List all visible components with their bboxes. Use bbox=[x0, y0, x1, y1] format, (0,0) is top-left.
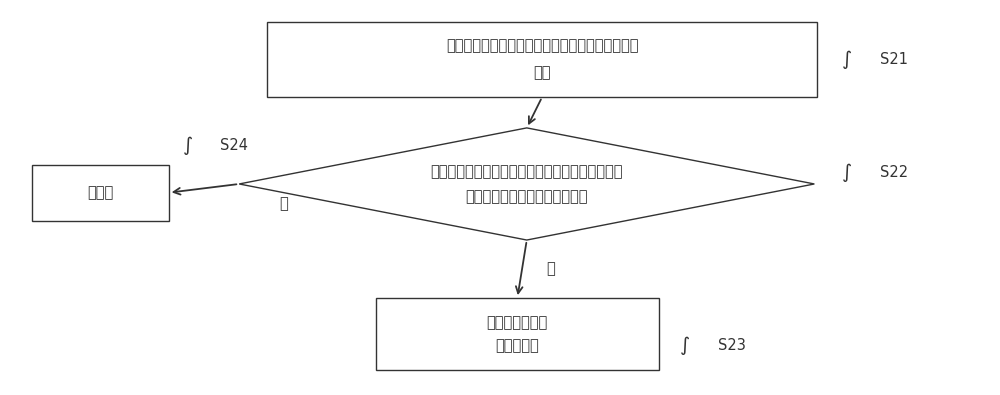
Text: ∫: ∫ bbox=[842, 163, 852, 182]
Bar bbox=[376, 298, 659, 370]
Text: 确定所述滤网达: 确定所述滤网达 bbox=[487, 315, 548, 330]
Text: 否: 否 bbox=[279, 196, 288, 211]
Bar bbox=[32, 165, 169, 221]
Text: 化量: 化量 bbox=[533, 65, 551, 80]
Text: ∫: ∫ bbox=[842, 50, 852, 69]
Text: 通过滤网净化量的计量方法获取所述滤网的累计净: 通过滤网净化量的计量方法获取所述滤网的累计净 bbox=[446, 38, 638, 53]
Text: 量之间的差值是否小于预定阈值: 量之间的差值是否小于预定阈值 bbox=[466, 189, 588, 204]
Text: S24: S24 bbox=[220, 138, 248, 153]
Text: S21: S21 bbox=[880, 52, 908, 67]
Text: ∫: ∫ bbox=[680, 336, 690, 355]
Text: 无操作: 无操作 bbox=[87, 185, 113, 200]
Text: 到使用寿命: 到使用寿命 bbox=[495, 338, 539, 353]
Text: S22: S22 bbox=[880, 165, 908, 180]
Text: 是: 是 bbox=[547, 261, 555, 276]
Text: S23: S23 bbox=[718, 338, 746, 353]
Text: ∫: ∫ bbox=[182, 136, 193, 155]
Polygon shape bbox=[239, 128, 814, 240]
Text: 判断所述滤网的理论净化量与所述滤网的累计净化: 判断所述滤网的理论净化量与所述滤网的累计净化 bbox=[431, 164, 623, 179]
Bar bbox=[267, 22, 817, 97]
